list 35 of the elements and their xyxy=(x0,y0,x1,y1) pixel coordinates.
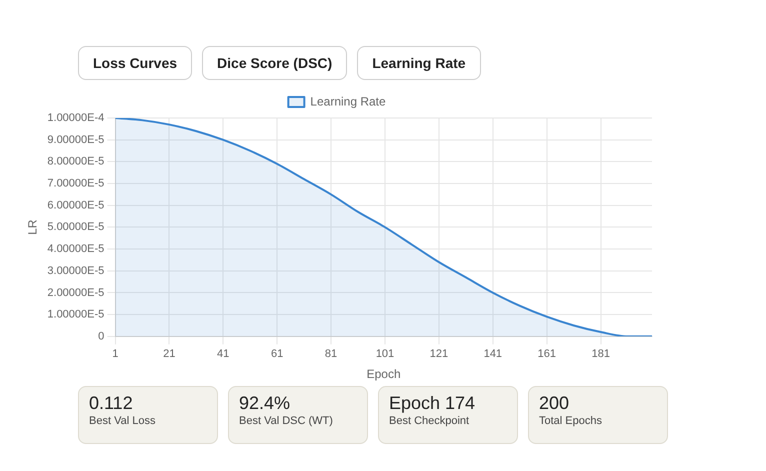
text: Best Val DSC (WT) xyxy=(239,415,334,427)
y-tick-label: 1.00000E-4 xyxy=(47,112,104,124)
x-tick-label: 161 xyxy=(538,348,556,360)
legend-label: Learning Rate xyxy=(310,94,386,108)
text: Total Epochs xyxy=(539,415,603,427)
text: 200 xyxy=(539,392,570,415)
y-tick-label: 2.00000E-5 xyxy=(47,286,104,299)
x-tick-label: 181 xyxy=(592,348,610,360)
x-tick-label: 21 xyxy=(163,348,176,360)
x-tick-label: 101 xyxy=(376,348,394,360)
x-tick-label: 61 xyxy=(270,348,284,360)
y-tick-label: 1.00000E-5 xyxy=(47,308,104,321)
y-tick-label: 6.00000E-5 xyxy=(47,199,104,212)
x-tick-label: 41 xyxy=(217,348,230,360)
text: 0.112 xyxy=(89,392,134,415)
x-tick-label: 81 xyxy=(324,348,338,360)
text: Dice Score (DSC) xyxy=(202,46,348,80)
x-tick-label: 121 xyxy=(430,348,448,360)
text: Epoch 174 xyxy=(389,392,476,415)
x-axis-title: Epoch xyxy=(366,367,401,382)
y-tick-label: 9.00000E-5 xyxy=(47,134,104,146)
y-tick-label: 8.00000E-5 xyxy=(47,156,104,168)
text: 92.4% xyxy=(239,392,292,415)
x-tick-label: 1 xyxy=(112,348,118,360)
y-axis-title: LR xyxy=(26,219,40,235)
y-tick-label: 4.00000E-5 xyxy=(47,243,104,256)
text: Best Checkpoint xyxy=(389,415,470,427)
y-tick-label: 0 xyxy=(98,330,104,342)
text: Learning Rate xyxy=(357,46,481,80)
x-tick-label: 141 xyxy=(484,348,502,360)
text: Loss Curves xyxy=(78,46,192,80)
y-tick-label: 3.00000E-5 xyxy=(47,264,104,277)
y-tick-label: 7.00000E-5 xyxy=(47,178,104,190)
y-tick-label: 5.00000E-5 xyxy=(47,221,104,234)
text: Best Val Loss xyxy=(89,415,156,427)
